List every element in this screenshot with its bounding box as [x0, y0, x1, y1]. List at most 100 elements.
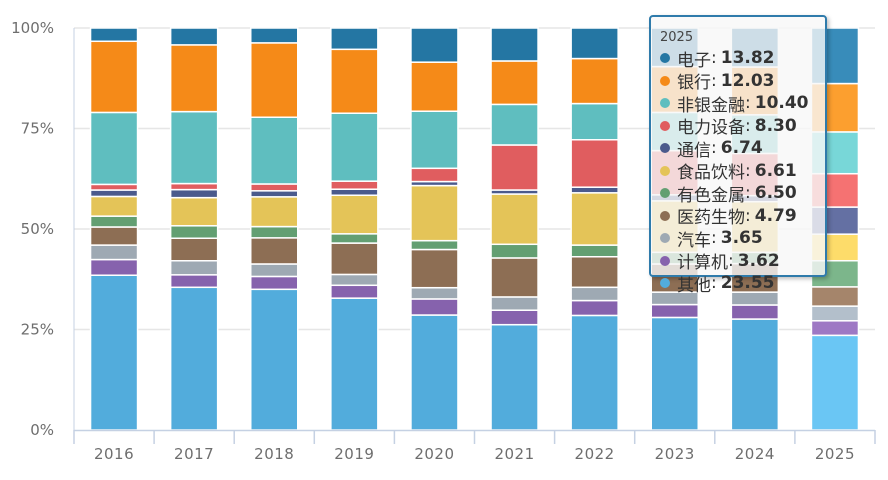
bar-segment[interactable] — [250, 190, 299, 198]
bar-segment[interactable] — [89, 195, 139, 217]
bar-stack-2018[interactable] — [250, 27, 299, 431]
bar-segment[interactable] — [570, 255, 619, 289]
bar-segment[interactable] — [169, 286, 219, 431]
bar-segment[interactable] — [169, 196, 219, 227]
bar-segment[interactable] — [89, 27, 139, 43]
bar-segment[interactable] — [330, 112, 379, 182]
bar-segment[interactable] — [490, 296, 539, 311]
bar-segment[interactable] — [410, 286, 459, 300]
bar-segment[interactable] — [490, 243, 539, 259]
bar-segment[interactable] — [410, 27, 459, 63]
bar-segment[interactable] — [330, 27, 379, 51]
x-tick-label: 2021 — [494, 445, 534, 463]
bar-segment[interactable] — [330, 180, 379, 190]
bar-segment[interactable] — [570, 286, 619, 302]
bar-segment[interactable] — [250, 237, 299, 265]
bar-segment[interactable] — [570, 27, 619, 60]
bar-segment[interactable] — [490, 309, 539, 326]
tooltip-series-name: 通信 — [677, 140, 711, 161]
bar-segment[interactable] — [169, 260, 219, 276]
bar-segment[interactable] — [490, 257, 539, 298]
bar-segment[interactable] — [89, 111, 139, 186]
bar-segment[interactable] — [89, 258, 139, 276]
bar-segment[interactable] — [89, 183, 139, 191]
bar-segment[interactable] — [169, 110, 219, 185]
bar-segment[interactable] — [330, 273, 379, 287]
bar-segment[interactable] — [490, 144, 539, 191]
bar-segment[interactable] — [730, 318, 780, 431]
bar-segment[interactable] — [169, 225, 219, 239]
bar-segment[interactable] — [570, 299, 619, 317]
bar-segment[interactable] — [490, 103, 539, 146]
bar-segment[interactable] — [490, 193, 539, 246]
bar-segment[interactable] — [330, 48, 379, 114]
bar-stack-2019[interactable] — [330, 27, 379, 431]
bar-segment[interactable] — [570, 186, 619, 194]
bar-segment[interactable] — [730, 304, 780, 320]
bar-segment[interactable] — [810, 334, 860, 431]
x-tick-label: 2023 — [655, 445, 695, 463]
bar-segment[interactable] — [570, 192, 619, 246]
bar-segment[interactable] — [410, 184, 459, 242]
bar-segment[interactable] — [89, 226, 139, 246]
bar-stack-2017[interactable] — [169, 27, 219, 431]
bar-segment[interactable] — [250, 275, 299, 291]
bar-segment[interactable] — [810, 305, 860, 322]
bar-segment[interactable] — [650, 303, 699, 319]
bar-segment[interactable] — [89, 189, 139, 198]
bar-segment[interactable] — [490, 27, 539, 62]
tooltip-series-value: 6.50 — [754, 183, 797, 204]
bar-segment[interactable] — [169, 44, 219, 113]
bar-segment[interactable] — [410, 298, 459, 316]
bar-segment[interactable] — [490, 60, 539, 106]
bar-segment[interactable] — [89, 274, 139, 431]
bar-segment[interactable] — [169, 237, 219, 262]
bar-segment[interactable] — [169, 27, 219, 46]
bar-segment[interactable] — [570, 244, 619, 258]
bar-segment[interactable] — [570, 57, 619, 105]
bar-segment[interactable] — [810, 320, 860, 337]
bar-stack-2016[interactable] — [89, 27, 139, 431]
bar-segment[interactable] — [410, 239, 459, 251]
bar-segment[interactable] — [89, 40, 139, 114]
tooltip-series-name: 非银金融 — [677, 95, 745, 116]
bar-segment[interactable] — [570, 102, 619, 141]
bar-segment[interactable] — [330, 242, 379, 276]
bar-segment[interactable] — [410, 167, 459, 183]
bar-segment[interactable] — [250, 196, 299, 228]
bar-segment[interactable] — [89, 215, 139, 228]
bar-stack-2020[interactable] — [410, 27, 459, 431]
bar-segment[interactable] — [410, 248, 459, 289]
tooltip-separator: : — [745, 205, 751, 226]
bar-segment[interactable] — [250, 263, 299, 278]
bar-segment[interactable] — [410, 110, 459, 170]
bar-segment[interactable] — [89, 244, 139, 261]
x-axis — [73, 28, 876, 444]
bar-segment[interactable] — [410, 314, 459, 431]
bar-segment[interactable] — [570, 314, 619, 431]
bar-segment[interactable] — [250, 225, 299, 239]
bar-segment[interactable] — [330, 194, 379, 235]
y-tick-label: 25% — [21, 321, 54, 339]
bar-segment[interactable] — [250, 42, 299, 118]
bar-segment[interactable] — [250, 183, 299, 192]
bar-stack-2021[interactable] — [490, 27, 539, 431]
bar-segment[interactable] — [570, 139, 619, 188]
bar-segment[interactable] — [330, 284, 379, 299]
bar-segment[interactable] — [250, 27, 299, 44]
bar-segment[interactable] — [490, 323, 539, 431]
bar-segment[interactable] — [330, 297, 379, 431]
bar-segment[interactable] — [169, 188, 219, 199]
bar-segment[interactable] — [250, 288, 299, 431]
bar-segment[interactable] — [250, 116, 299, 185]
bar-segment[interactable] — [169, 182, 219, 191]
bar-segment[interactable] — [330, 188, 379, 196]
bar-segment[interactable] — [330, 233, 379, 244]
bar-segment[interactable] — [410, 61, 459, 112]
x-axis-ticks: 2016 2017 2018 2019 2020 2021 2022 2023 … — [94, 445, 855, 463]
bar-stack-2022[interactable] — [570, 27, 619, 431]
tooltip-series-name: 其他 — [677, 275, 711, 296]
tooltip-separator: : — [711, 70, 717, 91]
bar-segment[interactable] — [169, 274, 219, 289]
bar-segment[interactable] — [650, 316, 699, 431]
